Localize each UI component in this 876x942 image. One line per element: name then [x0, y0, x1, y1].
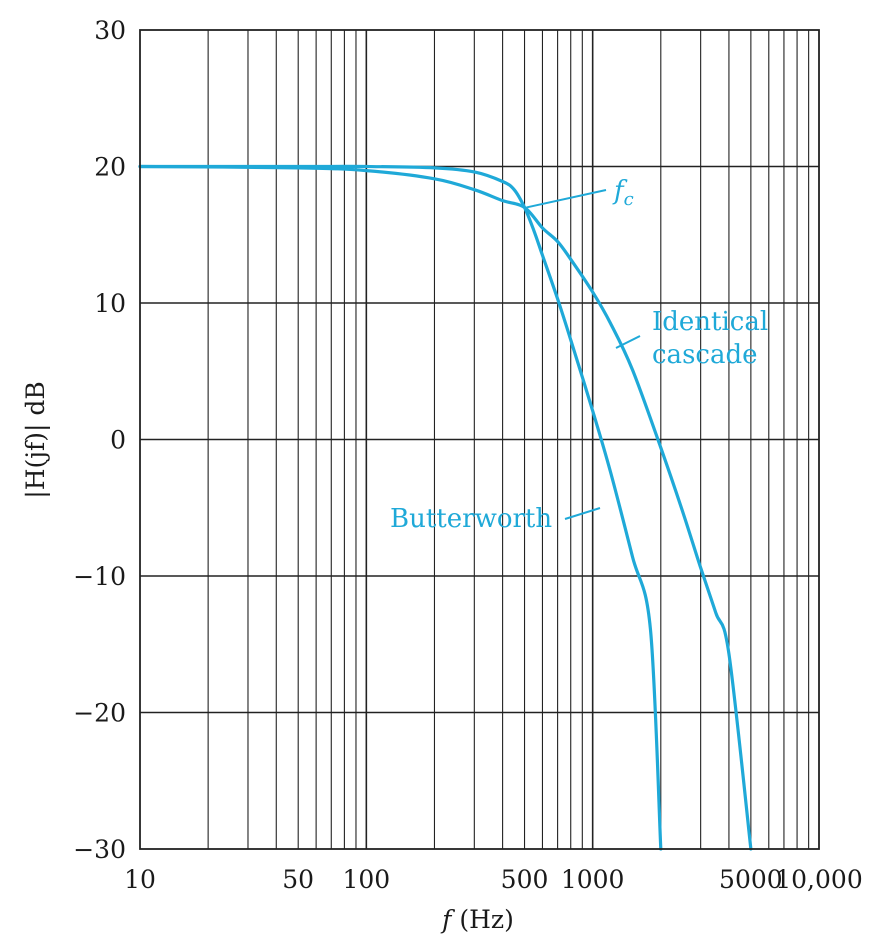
series-line-butterworth: [138, 164, 663, 851]
x-axis-label: f (Hz): [440, 905, 514, 934]
y-tick-label: −10: [73, 562, 126, 591]
x-tick-label: 10,000: [775, 865, 862, 894]
x-tick-label: 500: [501, 865, 549, 894]
y-tick-label: 20: [94, 153, 126, 182]
y-tick-label: −20: [73, 699, 126, 728]
plot-frame: [139, 29, 820, 850]
y-tick-label: −30: [73, 835, 126, 864]
y-tick-label: 30: [94, 16, 126, 45]
identical-cascade-leader-line: [615, 335, 641, 349]
x-axis-label-variable: f: [440, 905, 455, 934]
fc-label-sub: c: [624, 189, 634, 210]
x-tick-label: 1000: [561, 865, 625, 894]
y-tick-label: 0: [110, 426, 126, 455]
butterworth-label: Butterworth: [390, 504, 552, 534]
x-tick-label: 100: [342, 865, 390, 894]
fc-label: fc: [612, 176, 634, 210]
butterworth-leader-line: [564, 507, 601, 520]
identical-cascade-label-line1: Identical: [652, 307, 768, 337]
grid-lines: [140, 30, 819, 849]
x-tick-label: 50: [282, 865, 314, 894]
y-tick-label: 10: [94, 289, 126, 318]
fc-leader-line: [526, 189, 607, 209]
curves: [138, 164, 753, 851]
x-tick-label: 10: [124, 865, 156, 894]
x-axis-label-unit: (Hz): [451, 905, 513, 934]
identical-cascade-label-line2: cascade: [652, 340, 758, 370]
y-axis-label: |H(jf)| dB: [21, 381, 51, 498]
x-tick-label: 5000: [719, 865, 783, 894]
series-line-identical-cascade: [138, 164, 753, 851]
